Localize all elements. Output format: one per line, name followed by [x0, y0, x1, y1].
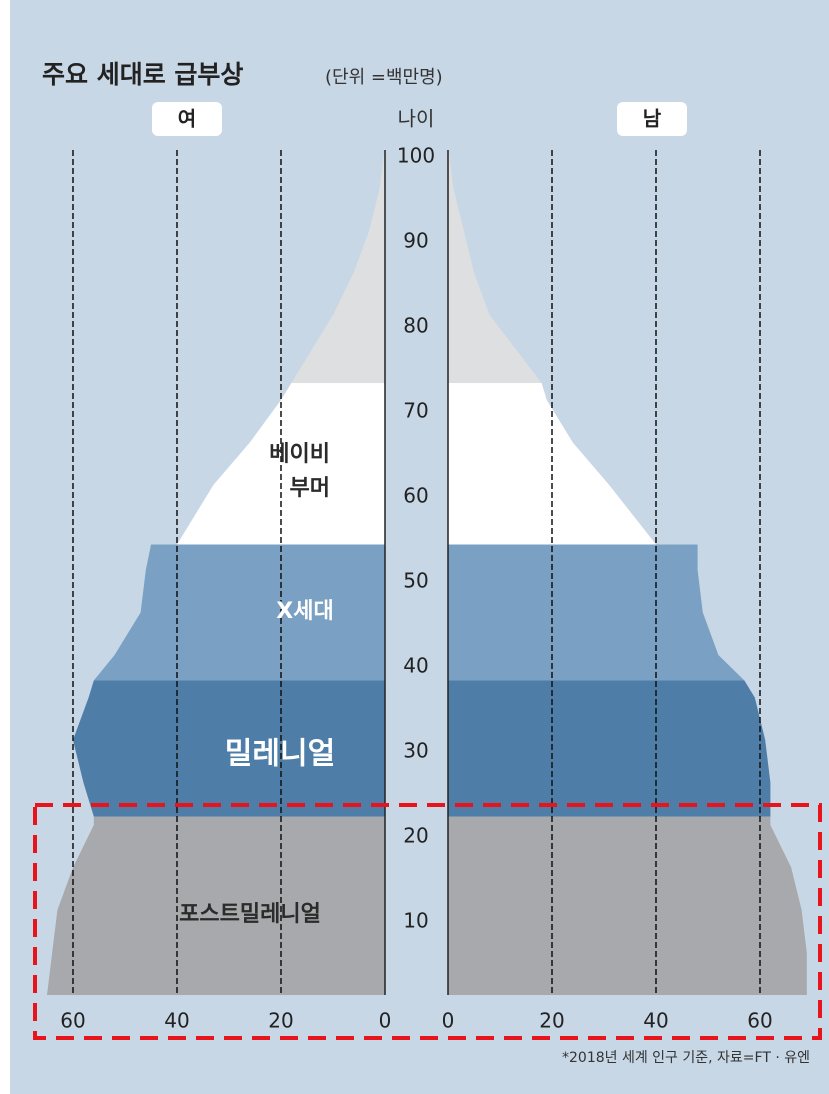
y-tick-label: 90 [403, 229, 428, 253]
y-tick-label: 40 [403, 654, 428, 678]
x-tick-label: 60 [747, 1009, 772, 1033]
male-label: 남 [643, 107, 662, 131]
generation-label: 부머 [290, 476, 330, 501]
generation-label: 포스트밀레니얼 [179, 902, 321, 927]
x-tick-label: 0 [442, 1009, 455, 1033]
female-label: 여 [178, 107, 196, 131]
chart: 주요 세대로 급부상 (단위 =백만명) 여 남 나이 0 0 20 20 40 40 60… [0, 0, 829, 1094]
male-area [448, 817, 807, 996]
generation-label: 베이비 [269, 442, 330, 467]
x-tick-label: 20 [268, 1009, 293, 1033]
chart-title: 주요 세대로 급부상 [42, 60, 243, 89]
y-tick-label: 100 [397, 144, 435, 168]
generation-label: X세대 [276, 599, 333, 624]
x-tick-label: 0 [379, 1009, 392, 1033]
x-tick-label: 60 [60, 1009, 85, 1033]
y-tick-label: 80 [403, 314, 428, 338]
age-label: 나이 [398, 107, 435, 131]
generation-label: 밀레니얼 [225, 737, 335, 772]
y-tick-label: 20 [403, 824, 428, 848]
y-tick-label: 70 [403, 399, 428, 423]
chart-subtitle: (단위 =백만명) [325, 67, 443, 88]
male-area [448, 681, 770, 817]
x-tick-label: 20 [539, 1009, 564, 1033]
y-tick-label: 10 [403, 909, 428, 933]
y-tick-label: 60 [403, 484, 428, 508]
x-tick-label: 40 [164, 1009, 189, 1033]
footnote: *2018년 세계 인구 기준, 자료=FT · 유엔 [562, 1050, 810, 1066]
y-tick-label: 50 [403, 569, 428, 593]
x-tick-label: 40 [643, 1009, 668, 1033]
y-tick-label: 30 [403, 739, 428, 763]
